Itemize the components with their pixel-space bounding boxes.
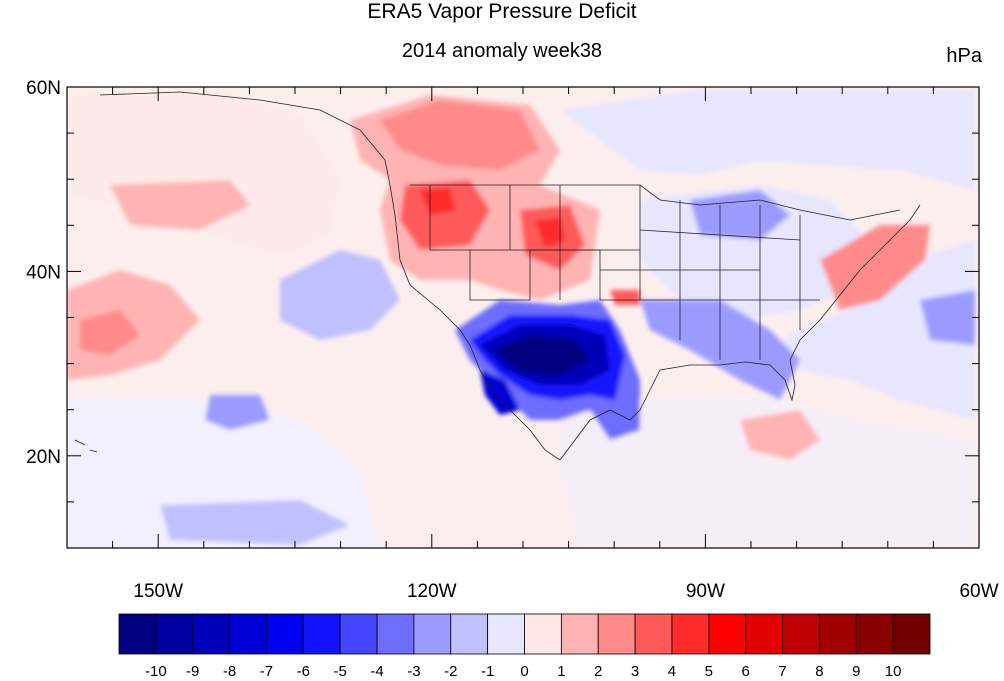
region-atlantic-blue [920, 290, 975, 345]
colorbar-label: 0 [520, 663, 528, 680]
colorbar-swatch [229, 613, 267, 655]
region-great-lakes-blue [690, 190, 790, 240]
colorbar-swatch [413, 613, 452, 655]
region-atlantic [760, 240, 975, 420]
colorbar-swatch [339, 613, 378, 655]
lat-tick-label: 20N [26, 447, 61, 468]
alaska-canada-coast [99, 91, 391, 186]
colorbar-label: 2 [594, 663, 602, 680]
colorbar-label: -5 [334, 663, 347, 680]
colorbar-label: 5 [705, 663, 713, 680]
lon-tick-label: 120W [407, 581, 457, 602]
colorbar-label: 6 [742, 663, 750, 680]
colorbar-label: -6 [297, 663, 310, 680]
colorbar-label: -1 [481, 663, 494, 680]
region-caribbean [560, 395, 975, 548]
region-caribbean-red [740, 410, 820, 460]
region-pacific-south-blue [160, 500, 350, 545]
region-wyoming-core [535, 218, 565, 248]
us-canada-border [410, 184, 901, 221]
colorbar-label: 4 [668, 663, 676, 680]
lon-tick-label: 150W [133, 581, 183, 602]
units-label: hPa [946, 45, 982, 67]
gulf-east-coast-line [559, 204, 921, 461]
region-pacific-north [67, 90, 340, 250]
colorbar-label: 1 [557, 663, 565, 680]
lat-tick-label: 60N [26, 78, 61, 99]
region-canada-warm [380, 100, 540, 170]
hawaii-islands [74, 439, 98, 453]
colorbar-label: -4 [370, 663, 383, 680]
figure-title: ERA5 Vapor Pressure Deficit [367, 0, 637, 23]
state-lines-c [470, 229, 801, 271]
colorbar-swatch [192, 613, 230, 655]
colorbar-swatch [118, 613, 157, 655]
colorbar-swatch [524, 613, 562, 655]
colorbar-swatch [302, 613, 341, 655]
colorbar-label: 8 [815, 663, 823, 680]
colorbar-swatch [487, 613, 525, 655]
lon-tick-label: 90W [686, 581, 725, 602]
colorbar-swatch [376, 613, 415, 655]
region-canada-east [560, 90, 975, 190]
colorbar: -10 -9 -8 -7 -6 -5 -4 -3 -2 -1 0 1 2 3 4 5 6 7 8 9 10 [118, 613, 931, 680]
axis-ticks [66, 86, 980, 549]
colorbar-label: -10 [145, 663, 167, 680]
colorbar-swatch [155, 613, 194, 655]
colorbar-swatch [855, 613, 894, 655]
colorbar-swatch [819, 613, 857, 655]
coastlines [74, 91, 921, 461]
colorbar-swatch [671, 613, 710, 655]
colorbar-label: 7 [778, 663, 786, 680]
region-oklahoma-warm [610, 290, 640, 305]
region-north-pacific-red [110, 180, 250, 230]
region-southwest-cool-extreme [495, 335, 590, 375]
colorbar-label: 9 [852, 663, 860, 680]
colorbar-label: 10 [885, 663, 902, 680]
colorbar-swatch [745, 613, 783, 655]
colorbar-swatch [782, 613, 820, 655]
colorbar-swatch [892, 613, 931, 655]
figure-subtitle: 2014 anomaly week38 [401, 40, 603, 62]
colorbar-swatch [266, 613, 304, 655]
region-oregon-core [420, 188, 455, 215]
anomaly-field [67, 87, 979, 548]
west-coast-line [389, 184, 561, 461]
region-pacific-red-core [80, 310, 140, 355]
region-baja-cool [480, 370, 520, 415]
region-northeast-red [820, 225, 930, 310]
colorbar-label: -3 [407, 663, 420, 680]
colorbar-swatch [597, 613, 636, 655]
region-oregon-warm [400, 180, 490, 250]
colorbar-swatch [560, 613, 599, 655]
axis-tick-labels: 150W 120W 90W 60W 60N 40N 20N [26, 78, 998, 602]
colorbar-label: -7 [260, 663, 273, 680]
colorbar-swatch [450, 613, 489, 655]
colorbar-swatch [634, 613, 673, 655]
colorbar-label: 3 [631, 663, 639, 680]
colorbar-swatch [708, 613, 747, 655]
lat-tick-label: 40N [26, 262, 61, 283]
lon-tick-label: 60W [959, 581, 998, 602]
region-pacific-blue-patch [205, 395, 270, 430]
colorbar-label: -9 [186, 663, 199, 680]
colorbar-label: -2 [444, 663, 457, 680]
colorbar-label: -8 [223, 663, 236, 680]
region-offshore-california [280, 250, 400, 340]
